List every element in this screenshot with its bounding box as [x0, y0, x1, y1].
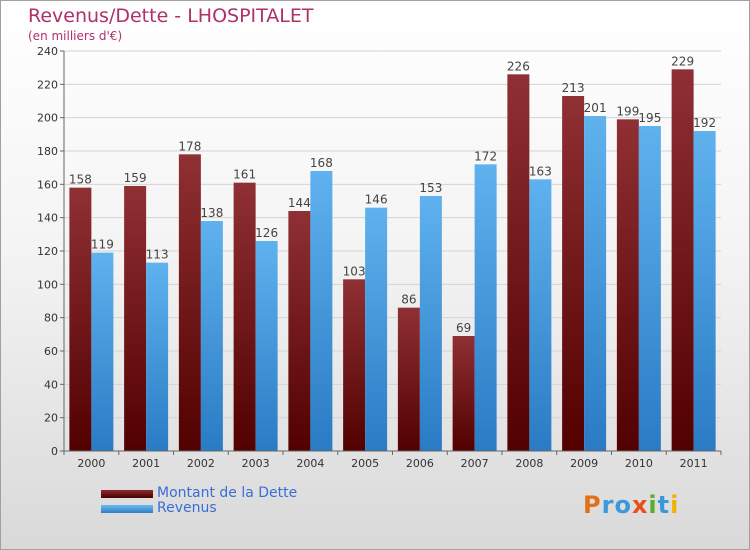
data-label: 229	[671, 54, 694, 68]
bar-dette	[288, 211, 311, 451]
bar-revenus	[200, 221, 223, 451]
bar-revenus	[365, 207, 388, 451]
y-tick-label: 220	[37, 78, 58, 91]
logo-letter: i	[670, 491, 680, 519]
x-tick-label: 2006	[406, 457, 434, 470]
data-label: 213	[562, 81, 585, 95]
logo-letter: r	[601, 491, 615, 519]
proxiti-logo: Proxiti	[583, 491, 679, 519]
x-tick-label: 2000	[77, 457, 105, 470]
x-tick-label: 2011	[680, 457, 708, 470]
y-tick-label: 0	[51, 445, 58, 458]
bar-revenus	[146, 262, 169, 451]
chart-subtitle: (en milliers d'€)	[28, 29, 123, 43]
x-tick-label: 2003	[242, 457, 270, 470]
legend-swatch-dette	[101, 490, 153, 498]
data-label: 153	[419, 181, 442, 195]
data-label: 201	[584, 101, 607, 115]
data-label: 86	[401, 293, 416, 307]
x-tick-label: 2008	[515, 457, 543, 470]
y-tick-label: 100	[37, 278, 58, 291]
bar-revenus	[529, 179, 552, 452]
data-label: 195	[638, 111, 661, 125]
x-tick-label: 2001	[132, 457, 160, 470]
bar-dette	[616, 119, 639, 451]
logo-letter: t	[657, 491, 671, 519]
data-labels: 158 119 159 113 178 138 161 126 144 168 103 146 86 15…	[69, 54, 716, 335]
logo-letter: i	[648, 491, 658, 519]
x-tick-label: 2004	[296, 457, 324, 470]
data-label: 138	[200, 206, 223, 220]
data-label: 144	[288, 196, 311, 210]
bar-dette	[397, 307, 420, 451]
x-tick-label: 2002	[187, 457, 215, 470]
x-tick-label: 2010	[625, 457, 653, 470]
logo-letter: o	[614, 491, 632, 519]
bar-dette	[562, 96, 585, 451]
data-label: 113	[146, 248, 169, 262]
y-tick-label: 180	[37, 145, 58, 158]
x-tick-label: 2007	[461, 457, 489, 470]
data-label: 172	[474, 149, 497, 163]
bar-dette	[343, 279, 366, 451]
x-tick-label: 2009	[570, 457, 598, 470]
bars	[69, 69, 716, 452]
y-tick-label: 140	[37, 212, 58, 225]
legend-label-dette: Montant de la Dette	[157, 485, 298, 501]
chart-title: Revenus/Dette - LHOSPITALET	[28, 5, 314, 27]
bar-revenus	[693, 131, 716, 451]
bar-revenus	[255, 241, 278, 451]
data-label: 119	[91, 238, 114, 252]
data-label: 163	[529, 164, 552, 178]
bar-revenus	[584, 116, 607, 451]
data-label: 159	[124, 171, 147, 185]
bar-dette	[507, 74, 530, 451]
data-label: 226	[507, 59, 530, 73]
bar-revenus	[474, 164, 497, 452]
logo-letter: P	[583, 491, 602, 519]
y-tick-label: 240	[37, 45, 58, 58]
data-label: 158	[69, 173, 92, 187]
bar-revenus	[638, 126, 661, 451]
grid-lines	[64, 50, 721, 452]
y-tick-label: 20	[44, 412, 58, 425]
data-label: 168	[310, 156, 333, 170]
y-tick-label: 40	[44, 378, 58, 391]
y-tick-label: 120	[37, 245, 58, 258]
bar-revenus	[91, 252, 114, 451]
y-tick-label: 200	[37, 112, 58, 125]
bar-dette	[124, 186, 147, 451]
bar-dette	[671, 69, 694, 451]
bar-dette	[178, 154, 201, 452]
bar-dette	[69, 187, 92, 451]
y-tick-label: 160	[37, 178, 58, 191]
y-tick-label: 60	[44, 345, 58, 358]
axes: 0 20 40 60 80 100 120 140 160 180 200 220 240 2000 200…	[37, 45, 722, 470]
data-label: 161	[233, 168, 256, 182]
y-tick-label: 80	[44, 312, 58, 325]
data-label: 199	[616, 104, 639, 118]
bar-revenus	[419, 196, 442, 451]
x-tick-label: 2005	[351, 457, 379, 470]
data-label: 126	[255, 226, 278, 240]
bar-revenus	[310, 171, 333, 451]
logo-letter: x	[631, 491, 649, 519]
bar-dette	[452, 336, 475, 451]
data-label: 146	[365, 193, 388, 207]
data-label: 69	[456, 321, 471, 335]
bar-dette	[233, 182, 256, 451]
data-label: 178	[178, 139, 201, 153]
legend-swatch-revenus	[101, 505, 153, 513]
data-label: 192	[693, 116, 716, 130]
legend-label-revenus: Revenus	[157, 500, 217, 516]
data-label: 103	[343, 264, 366, 278]
